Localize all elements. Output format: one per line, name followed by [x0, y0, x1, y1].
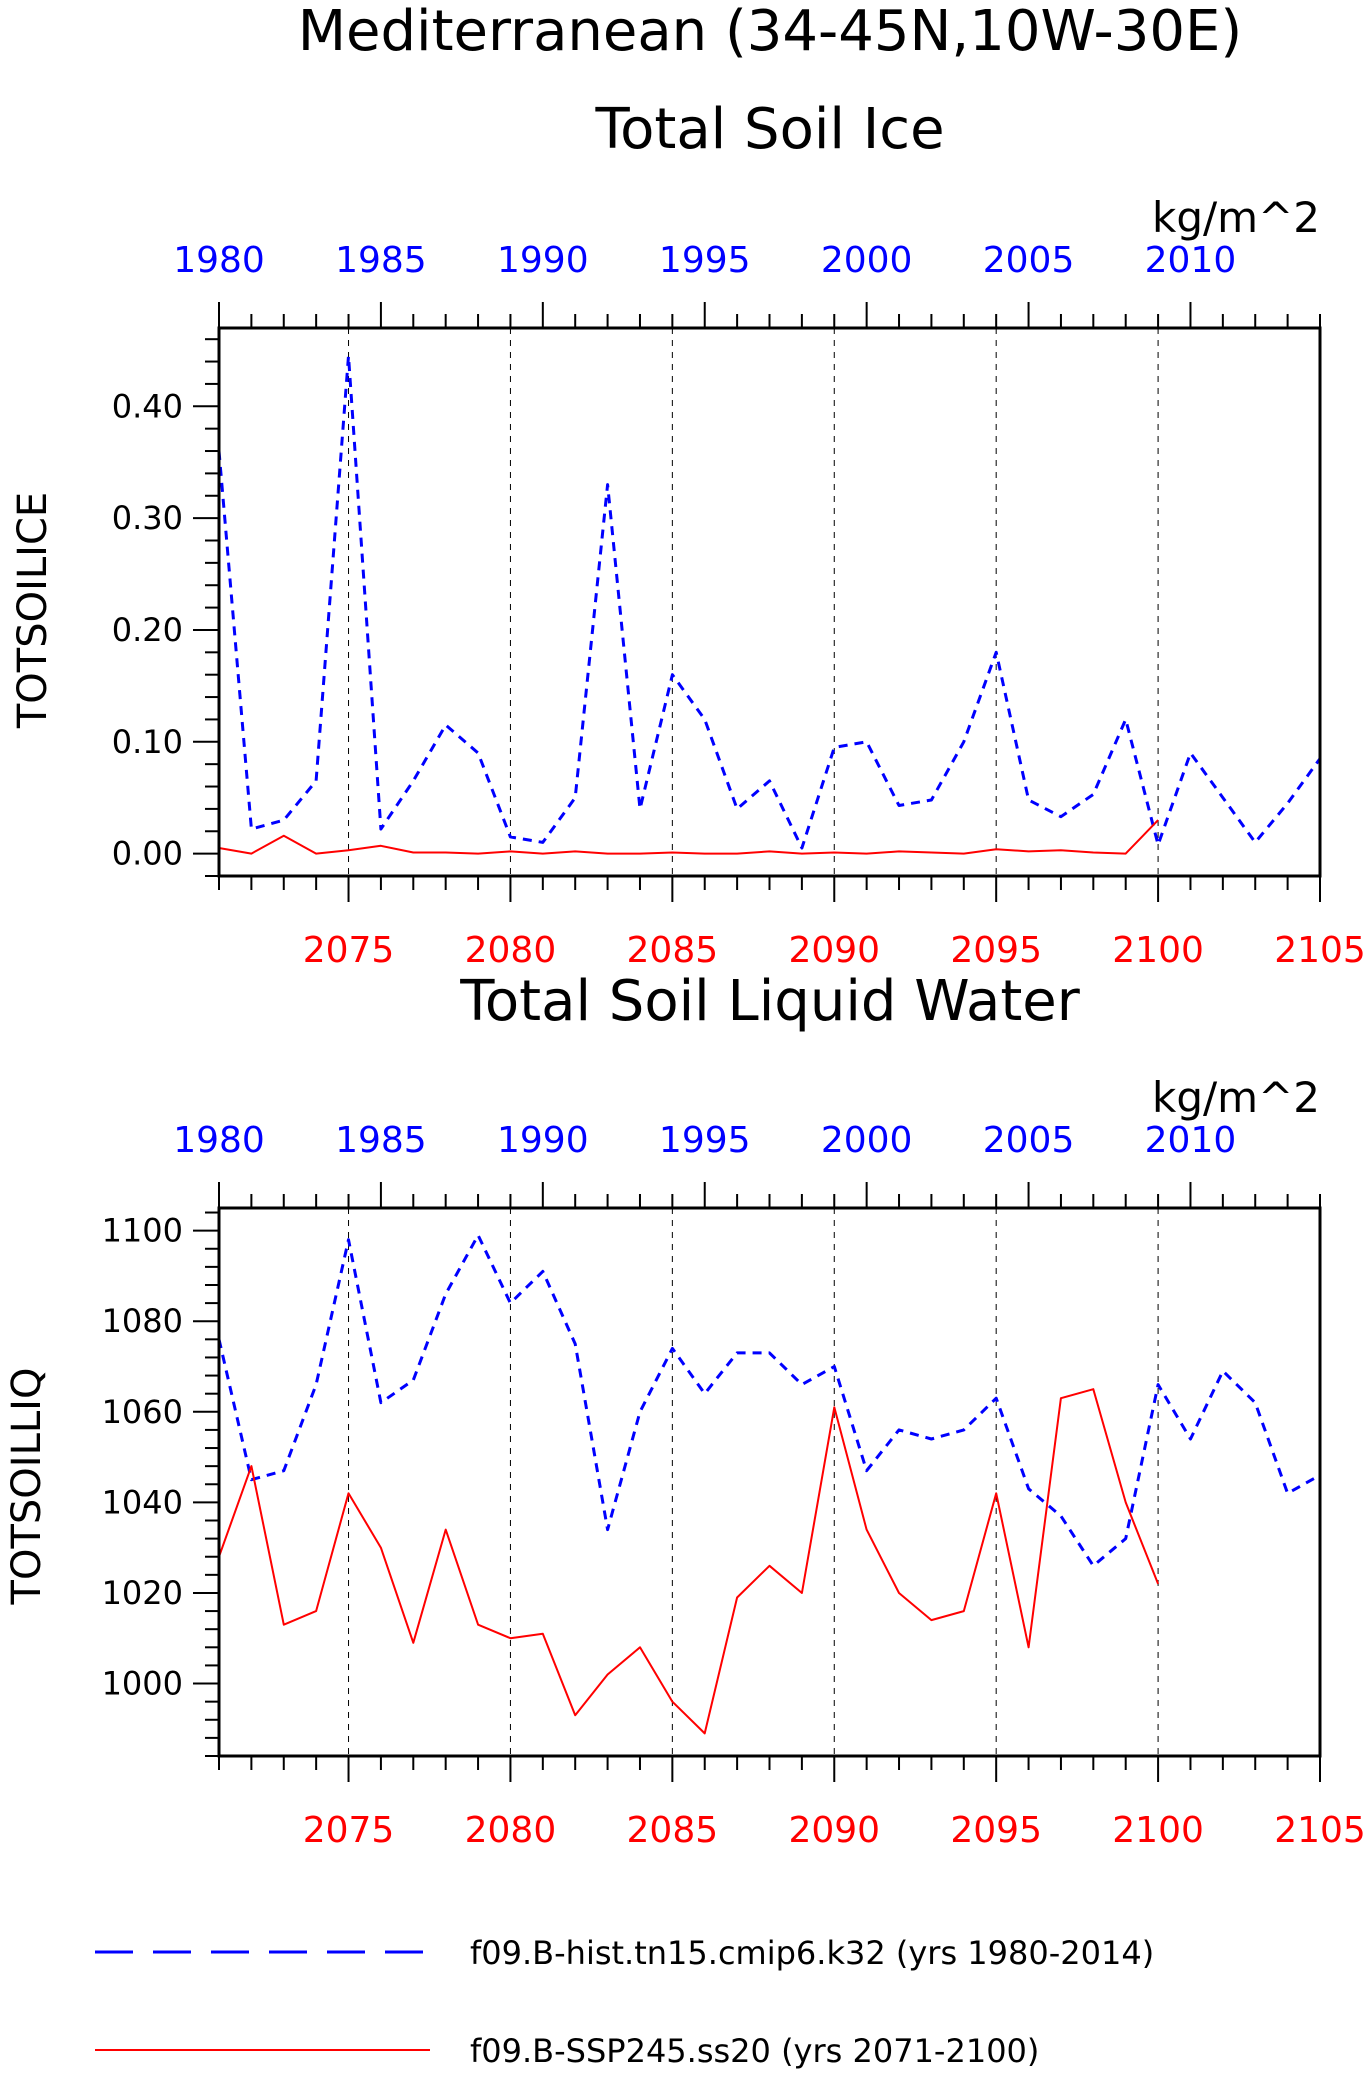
bottom-tick-label: 2100 — [1112, 930, 1204, 971]
series-line-ssp — [218, 819, 1159, 855]
legend: f09.B-hist.tn15.cmip6.k32 (yrs 1980-2014… — [95, 1934, 1154, 2070]
top-tick-label: 1985 — [335, 240, 427, 281]
top-tick-label: 2005 — [983, 1120, 1075, 1161]
top-tick-label: 2010 — [1145, 240, 1237, 281]
legend-label-ssp: f09.B-SSP245.ss20 (yrs 2071-2100) — [470, 2032, 1039, 2070]
grid-lines-soil-liquid — [348, 1208, 1159, 1756]
bottom-tick-label: 2105 — [1274, 930, 1366, 971]
top-tick-label: 2005 — [983, 240, 1075, 281]
y-tick-label: 0.10 — [112, 723, 183, 761]
top-tick-label: 1995 — [659, 240, 751, 281]
bottom-tick-label: 2075 — [303, 930, 395, 971]
tick-labels-soil-liquid: 2075 2080 2085 2090 2095 2100 2105 1980 1985 1990… — [102, 1120, 1366, 1851]
bottom-tick-label: 2090 — [788, 930, 880, 971]
y-tick-label: 0.40 — [112, 387, 183, 425]
bottom-tick-label: 2100 — [1112, 1810, 1204, 1851]
panel-soil-ice: Total Soil Ice kg/m^2 TOTSOILICE 2075 208… — [10, 97, 1366, 971]
bottom-tick-label: 2085 — [627, 930, 719, 971]
panel-title-soil-liquid: Total Soil Liquid Water — [459, 969, 1081, 1034]
tick-marks-soil-liquid — [193, 1182, 1321, 1782]
tick-marks-soil-ice — [193, 302, 1321, 902]
y-tick-label: 0.20 — [112, 611, 183, 649]
top-tick-label: 1995 — [659, 1120, 751, 1161]
bottom-tick-label: 2080 — [465, 1810, 557, 1851]
plot-frame-soil-liquid — [217, 1206, 1322, 1758]
bottom-tick-label: 2075 — [303, 1810, 395, 1851]
grid-lines-soil-ice — [348, 328, 1159, 876]
top-tick-label: 2010 — [1145, 1120, 1237, 1161]
y-tick-label: 1000 — [102, 1665, 183, 1703]
panel-soil-liquid: Total Soil Liquid Water kg/m^2 TOTSOILLI… — [4, 969, 1366, 1851]
top-tick-label: 1980 — [173, 240, 265, 281]
units-label-soil-liquid: kg/m^2 — [1152, 1073, 1320, 1122]
top-tick-label: 1980 — [173, 1120, 265, 1161]
series-group-soil-ice — [217, 354, 1322, 855]
series-line-ssp — [218, 1388, 1160, 1735]
bottom-tick-label: 2090 — [788, 1810, 880, 1851]
legend-label-hist: f09.B-hist.tn15.cmip6.k32 (yrs 1980-2014… — [470, 1934, 1154, 1972]
bottom-tick-label: 2105 — [1274, 1810, 1366, 1851]
main-title: Mediterranean (34-45N,10W-30E) — [298, 0, 1243, 64]
y-axis-label-soil-liquid: TOTSOILLIQ — [4, 1368, 50, 1606]
top-tick-label: 1990 — [497, 240, 589, 281]
bottom-tick-label: 2085 — [627, 1810, 719, 1851]
y-tick-label: 1060 — [102, 1393, 183, 1431]
panel-title-soil-ice: Total Soil Ice — [594, 97, 944, 162]
y-tick-label: 0.00 — [112, 835, 183, 873]
y-tick-label: 0.30 — [112, 499, 183, 537]
units-label-soil-ice: kg/m^2 — [1152, 193, 1320, 242]
y-tick-label: 1100 — [102, 1212, 183, 1250]
y-tick-label: 1040 — [102, 1483, 183, 1521]
top-tick-label: 1985 — [335, 1120, 427, 1161]
y-tick-label: 1080 — [102, 1302, 183, 1340]
series-group-soil-liquid — [217, 1233, 1321, 1735]
bottom-tick-label: 2080 — [465, 930, 557, 971]
series-line-hist — [217, 1233, 1321, 1568]
top-tick-label: 1990 — [497, 1120, 589, 1161]
bottom-tick-label: 2095 — [950, 1810, 1042, 1851]
plot-frame-soil-ice — [217, 326, 1322, 878]
bottom-tick-label: 2095 — [950, 930, 1042, 971]
top-tick-label: 2000 — [821, 1120, 913, 1161]
y-axis-label-soil-ice: TOTSOILICE — [10, 492, 56, 729]
y-tick-label: 1020 — [102, 1574, 183, 1612]
series-line-hist — [217, 354, 1322, 850]
tick-labels-soil-ice: 2075 2080 2085 2090 2095 2100 2105 1980 1985 1990… — [112, 240, 1366, 971]
top-tick-label: 2000 — [821, 240, 913, 281]
